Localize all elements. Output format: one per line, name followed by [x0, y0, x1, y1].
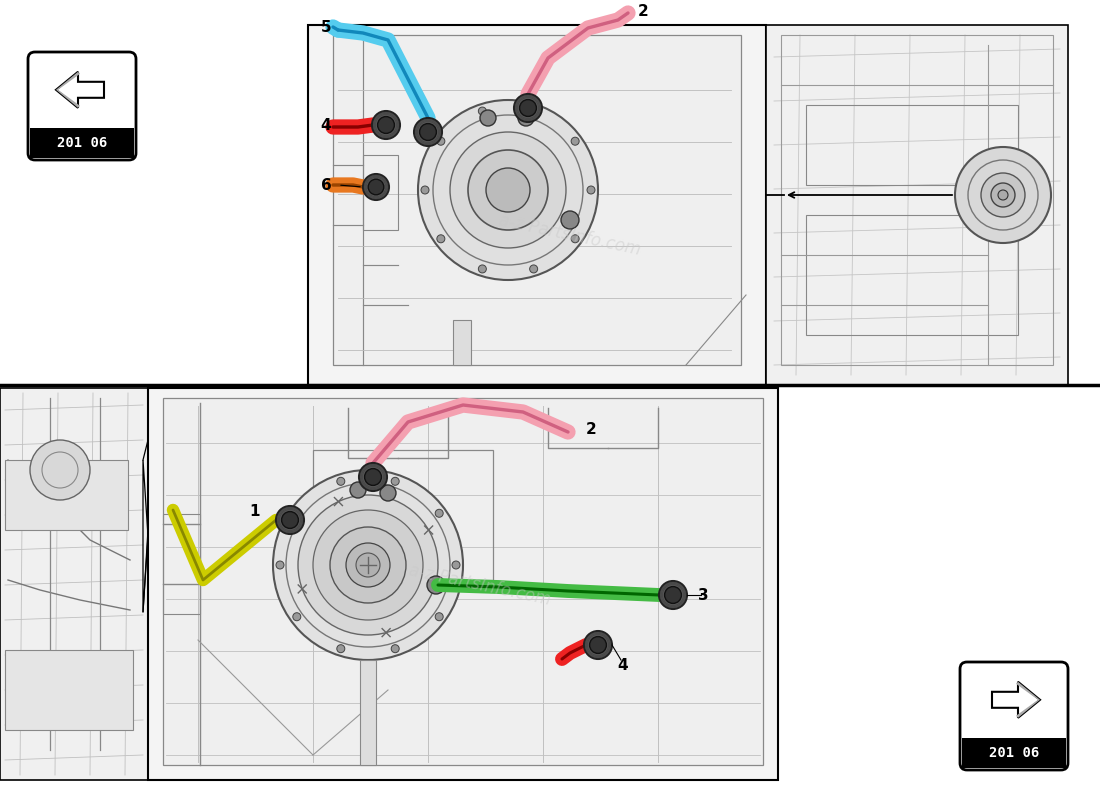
Polygon shape	[992, 682, 1040, 718]
Circle shape	[519, 100, 537, 117]
Circle shape	[584, 631, 612, 659]
Bar	[806, 105, 1018, 185]
Bar	[6, 650, 133, 730]
Bar	[766, 25, 1068, 385]
Circle shape	[480, 110, 496, 126]
Circle shape	[529, 107, 538, 115]
FancyBboxPatch shape	[28, 52, 136, 160]
Circle shape	[359, 463, 387, 491]
Circle shape	[350, 482, 366, 498]
Circle shape	[368, 179, 384, 194]
Circle shape	[991, 183, 1015, 207]
Circle shape	[436, 510, 443, 518]
Circle shape	[437, 138, 444, 146]
Circle shape	[293, 613, 300, 621]
Circle shape	[379, 485, 396, 501]
Text: 2: 2	[585, 422, 596, 438]
Circle shape	[356, 553, 380, 577]
Text: a-z PartsInfo.com: a-z PartsInfo.com	[497, 211, 642, 259]
Circle shape	[529, 265, 538, 273]
Circle shape	[392, 478, 399, 486]
Bar	[781, 35, 1053, 365]
Circle shape	[561, 211, 579, 229]
FancyBboxPatch shape	[960, 662, 1068, 770]
Circle shape	[418, 100, 598, 280]
Circle shape	[276, 506, 304, 534]
Text: 4: 4	[618, 658, 628, 673]
Bar	[0, 388, 148, 780]
Text: a-z PartsInfo.com: a-z PartsInfo.com	[407, 561, 552, 609]
Circle shape	[478, 265, 486, 273]
Text: 6: 6	[320, 178, 331, 193]
Circle shape	[330, 527, 406, 603]
Circle shape	[392, 645, 399, 653]
Circle shape	[419, 123, 437, 141]
Text: 201 06: 201 06	[57, 136, 107, 150]
Circle shape	[360, 557, 376, 573]
Circle shape	[337, 478, 344, 486]
Bar	[314, 450, 493, 580]
Circle shape	[587, 186, 595, 194]
Circle shape	[427, 576, 446, 594]
Circle shape	[273, 470, 463, 660]
Bar	[360, 660, 376, 765]
Circle shape	[282, 512, 298, 528]
Text: 201 06: 201 06	[989, 746, 1040, 760]
Circle shape	[436, 613, 443, 621]
Text: 2: 2	[638, 3, 648, 18]
Circle shape	[293, 510, 300, 518]
Bar	[163, 398, 763, 765]
Circle shape	[314, 510, 424, 620]
Circle shape	[437, 234, 444, 242]
Circle shape	[981, 173, 1025, 217]
Bar	[806, 215, 1018, 335]
Circle shape	[664, 586, 681, 603]
Text: 5: 5	[321, 19, 331, 34]
Circle shape	[478, 107, 486, 115]
Circle shape	[364, 469, 382, 486]
Circle shape	[955, 147, 1050, 243]
Circle shape	[337, 645, 344, 653]
Bar	[308, 25, 766, 385]
Circle shape	[514, 94, 542, 122]
Circle shape	[30, 440, 90, 500]
Circle shape	[998, 190, 1008, 200]
Bar	[453, 320, 471, 365]
Bar	[148, 388, 778, 780]
Circle shape	[571, 234, 579, 242]
Circle shape	[468, 150, 548, 230]
Bar	[6, 460, 128, 530]
Circle shape	[450, 132, 566, 248]
Polygon shape	[56, 72, 80, 108]
Bar	[30, 128, 134, 158]
Circle shape	[377, 117, 395, 134]
Polygon shape	[56, 72, 104, 108]
Circle shape	[659, 581, 688, 609]
Circle shape	[452, 561, 460, 569]
Circle shape	[276, 561, 284, 569]
Bar	[962, 738, 1066, 768]
Circle shape	[372, 111, 400, 139]
Circle shape	[346, 543, 390, 587]
Circle shape	[298, 495, 438, 635]
Circle shape	[590, 637, 606, 654]
Bar	[363, 155, 398, 230]
Text: 4: 4	[321, 118, 331, 133]
Polygon shape	[1016, 682, 1040, 718]
Circle shape	[363, 174, 389, 200]
Circle shape	[486, 168, 530, 212]
Text: 3: 3	[697, 587, 708, 602]
Circle shape	[571, 138, 579, 146]
Bar	[163, 514, 200, 614]
Circle shape	[414, 118, 442, 146]
Circle shape	[518, 110, 534, 126]
Bar	[333, 35, 741, 365]
Circle shape	[421, 186, 429, 194]
Text: 1: 1	[250, 505, 261, 519]
